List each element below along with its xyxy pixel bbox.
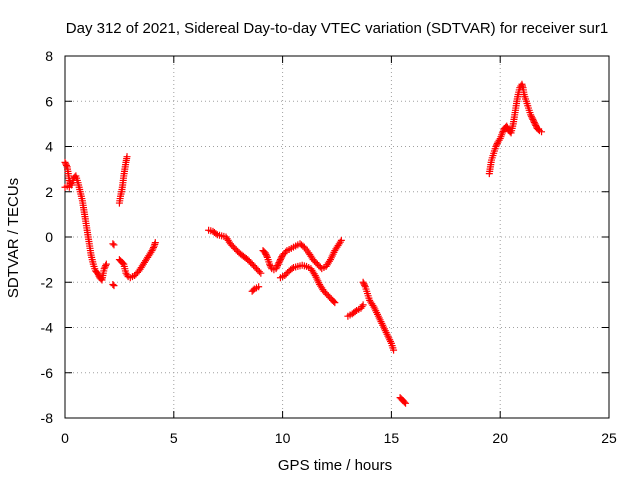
- data-point-marker: [62, 160, 70, 168]
- data-point-marker: [530, 117, 538, 125]
- data-point-marker: [274, 262, 282, 270]
- x-axis-title: GPS time / hours: [278, 457, 392, 474]
- chart-title: Day 312 of 2021, Sidereal Day-to-day VTE…: [66, 20, 608, 37]
- data-point-marker: [109, 281, 117, 289]
- data-point-marker: [276, 257, 284, 265]
- x-tick-label: 10: [275, 430, 291, 446]
- data-point-marker: [274, 260, 282, 268]
- y-tick-label: 0: [45, 229, 53, 245]
- data-point-marker: [102, 262, 110, 270]
- data-point-marker: [257, 269, 265, 277]
- y-axis-title: SDTVAR / TECUs: [5, 178, 22, 298]
- data-point-marker: [390, 346, 398, 354]
- data-point-marker: [110, 241, 118, 249]
- data-point-marker: [261, 249, 269, 257]
- data-point-marker: [109, 240, 117, 248]
- data-point-marker: [503, 124, 511, 132]
- data-point-marker: [276, 256, 284, 264]
- data-point-marker: [527, 112, 535, 120]
- data-point-marker: [149, 244, 157, 252]
- data-point-marker: [336, 238, 344, 246]
- data-point-marker: [255, 268, 263, 276]
- data-point-marker: [266, 262, 274, 270]
- grid: [65, 56, 609, 418]
- data-point-marker: [358, 303, 366, 311]
- data-point-marker: [102, 260, 110, 268]
- data-point-marker: [119, 259, 127, 267]
- data-point-marker: [282, 248, 290, 256]
- data-point-marker: [499, 127, 507, 135]
- x-tick-label: 20: [492, 430, 508, 446]
- axis-ticks: 0 5 10 15 20 25 -8 -6 -4 -2 0 2 4 6 8: [41, 48, 617, 446]
- data-point-marker: [94, 271, 102, 279]
- y-tick-label: -2: [41, 274, 54, 290]
- x-tick-label: 5: [170, 430, 178, 446]
- data-point-marker: [148, 247, 156, 255]
- data-point-marker: [262, 250, 270, 258]
- data-point-marker: [61, 158, 69, 166]
- data-point-marker: [359, 301, 367, 309]
- y-tick-label: -6: [41, 365, 54, 381]
- data-point-marker: [361, 281, 369, 289]
- data-point-marker: [275, 259, 283, 267]
- y-tick-label: 2: [45, 184, 53, 200]
- data-point-marker: [123, 153, 131, 161]
- data-point-marker: [288, 265, 296, 273]
- data-point-marker: [400, 398, 408, 406]
- data-point-marker: [538, 128, 546, 136]
- data-point-marker: [255, 283, 263, 291]
- data-point-marker: [273, 263, 281, 271]
- data-point-marker: [359, 278, 367, 286]
- data-point-marker: [503, 122, 511, 130]
- data-point-marker: [110, 282, 118, 290]
- data-point-marker: [62, 161, 70, 169]
- data-point-marker: [330, 297, 338, 305]
- data-point-marker: [360, 280, 368, 288]
- y-tick-label: -8: [41, 410, 54, 426]
- data-point-marker: [528, 114, 536, 122]
- data-point-marker: [495, 136, 503, 144]
- data-point-marker: [310, 270, 318, 278]
- x-tick-label: 15: [384, 430, 400, 446]
- data-point-marker: [493, 141, 501, 149]
- data-point-marker: [151, 239, 159, 247]
- data-point-marker: [498, 129, 506, 137]
- y-tick-label: 8: [45, 48, 53, 64]
- y-tick-label: 4: [45, 139, 53, 155]
- data-point-marker: [266, 260, 274, 268]
- data-point-marker: [272, 265, 280, 273]
- data-point-marker: [529, 115, 537, 123]
- data-point-marker: [331, 299, 339, 307]
- data-point-marker: [263, 252, 271, 260]
- data-point-marker: [532, 121, 540, 129]
- data-point-marker: [100, 265, 108, 273]
- x-tick-label: 25: [601, 430, 617, 446]
- data-point-marker: [149, 245, 157, 253]
- data-point-marker: [492, 143, 500, 150]
- data-point-marker: [531, 120, 539, 128]
- data-point-marker: [65, 183, 73, 191]
- data-point-marker: [277, 254, 285, 262]
- data-point-marker: [337, 236, 345, 244]
- data-point-marker: [325, 257, 333, 265]
- data-point-marker: [527, 111, 535, 119]
- y-tick-label: -4: [41, 320, 54, 336]
- data-point-marker: [369, 301, 377, 309]
- data-point-marker: [402, 399, 410, 407]
- y-tick-label: 6: [45, 93, 53, 109]
- data-point-marker: [530, 118, 538, 126]
- data-points: [61, 80, 546, 407]
- data-point-marker: [212, 230, 220, 238]
- data-point-marker: [101, 263, 109, 271]
- data-point-marker: [351, 308, 359, 316]
- x-tick-label: 0: [61, 430, 69, 446]
